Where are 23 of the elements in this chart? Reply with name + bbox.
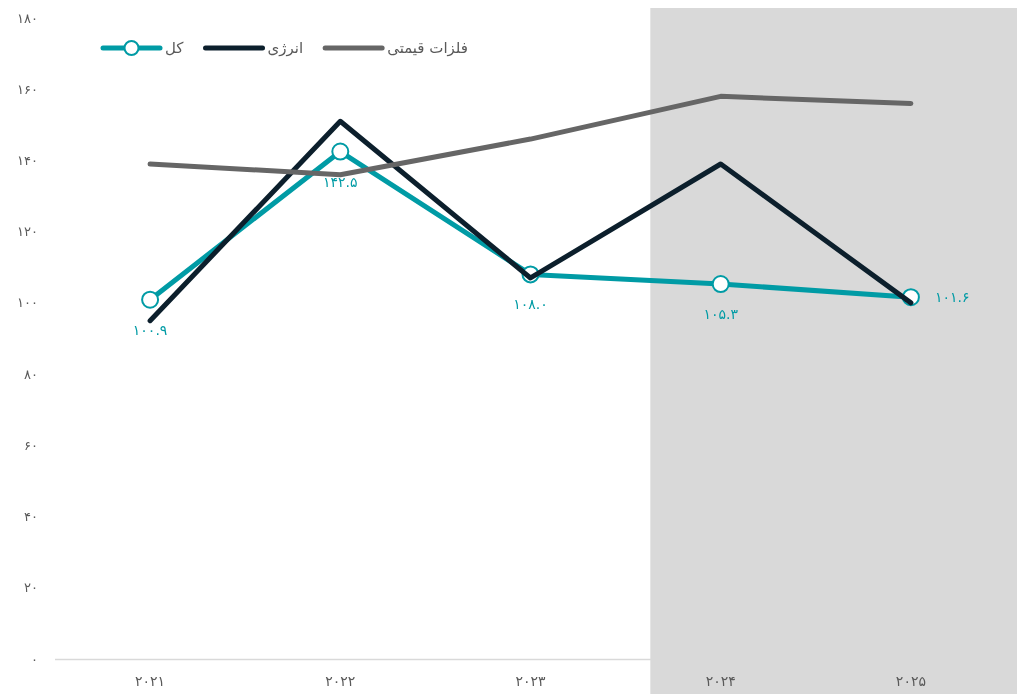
- x-tick-label: ۲۰۲۲: [325, 673, 356, 689]
- data-label: ۱۰۱.۶: [934, 289, 970, 306]
- y-tick-label: ۰: [31, 651, 38, 667]
- data-label: ۱۰۸.۰: [513, 296, 548, 313]
- legend-label: کل: [165, 39, 184, 57]
- y-tick-label: ۱۸۰: [17, 10, 38, 26]
- y-tick-label: ۱۴۰: [17, 152, 38, 168]
- data-label: ۱۰۵.۳: [703, 306, 738, 322]
- legend-label: فلزات قیمتی: [387, 39, 468, 57]
- y-tick-label: ۱۲۰: [17, 224, 38, 240]
- x-tick-label: ۲۰۲۵: [895, 673, 926, 689]
- data-label: ۱۰۰.۹: [132, 321, 168, 338]
- x-tick-label: ۲۰۲۱: [135, 673, 166, 689]
- x-tick-label: ۲۰۲۳: [515, 673, 546, 689]
- y-tick-label: ۲۰: [24, 580, 38, 596]
- y-tick-label: ۱۶۰: [17, 81, 38, 97]
- legend-label: انرژی: [267, 39, 304, 57]
- y-tick-label: ۴۰: [24, 509, 38, 525]
- y-tick-label: ۱۰۰: [17, 295, 38, 311]
- y-tick-label: ۶۰: [24, 437, 38, 453]
- x-tick-label: ۲۰۲۴: [705, 673, 736, 689]
- y-tick-label: ۸۰: [24, 366, 38, 382]
- data-label: ۱۴۲.۵: [323, 173, 358, 190]
